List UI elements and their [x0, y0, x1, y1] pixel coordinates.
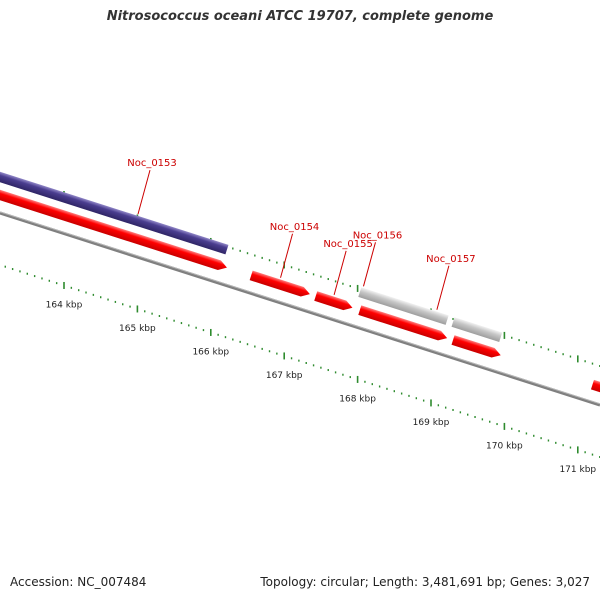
gene-label: Noc_0157	[426, 254, 476, 265]
gene-feature	[249, 270, 310, 297]
gene-arrow	[358, 305, 448, 341]
gene-feature	[451, 317, 503, 342]
backbone-highlight	[0, 211, 600, 405]
gene-feature	[314, 291, 353, 311]
scale-label: 166 kbp	[192, 347, 229, 357]
gene-arrow	[358, 287, 449, 325]
gene-label: Noc_0154	[270, 222, 320, 233]
gene-layer	[0, 164, 600, 397]
scale-label: 168 kbp	[339, 394, 376, 404]
scale-label: 164 kbp	[46, 300, 83, 310]
scale-label: 169 kbp	[413, 418, 450, 428]
scale-label: 171 kbp	[559, 465, 596, 475]
gene-feature	[451, 335, 501, 358]
gene-arrow	[0, 164, 229, 255]
gene-label-connector	[280, 233, 294, 278]
gene-arrow	[590, 379, 600, 397]
gene-label: Noc_0153	[127, 158, 177, 169]
gene-feature	[358, 305, 448, 341]
backbone-line	[0, 211, 600, 407]
gene-arrow	[451, 317, 503, 342]
gene-label: Noc_0156	[353, 230, 403, 241]
accession-label: Accession: NC_007484	[10, 575, 147, 589]
scale-label: 165 kbp	[119, 324, 156, 334]
scale-label: 167 kbp	[266, 371, 303, 381]
gene-feature	[0, 164, 229, 255]
gene-label-connector	[436, 265, 450, 310]
gene-label-connector	[333, 250, 347, 296]
gene-feature	[358, 287, 449, 325]
gene-label: Noc_0155	[323, 239, 373, 250]
gene-label-connector	[137, 170, 151, 215]
tick-layer: 164 kbp 165 kbp 166 kbp 167 kbp 168 kbp 169 k…	[4, 174, 600, 475]
genome-title: Nitrosococcus oceani ATCC 19707, complet…	[106, 9, 494, 24]
gene-arrow	[314, 291, 353, 311]
gene-arrow	[451, 335, 501, 358]
genome-summary-label: Topology: circular; Length: 3,481,691 bp…	[260, 575, 590, 589]
gene-arrow	[249, 270, 310, 297]
gene-feature	[0, 184, 227, 270]
gene-arrow	[0, 184, 227, 270]
gene-label-connector	[362, 242, 376, 287]
gene-feature	[590, 379, 600, 397]
backbone-layer	[0, 211, 600, 407]
scale-label: 170 kbp	[486, 441, 523, 451]
